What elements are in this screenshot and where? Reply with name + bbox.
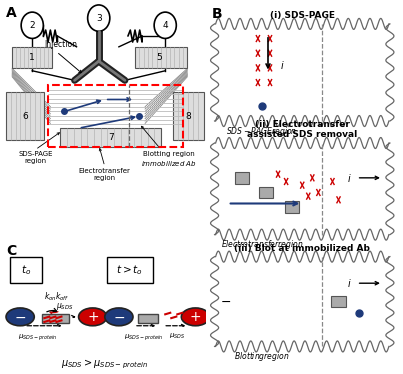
Text: $\it{Blotting region}$: $\it{Blotting region}$ <box>234 350 290 363</box>
Text: 5: 5 <box>156 53 162 62</box>
Bar <box>60 128 161 147</box>
Circle shape <box>79 308 107 326</box>
Text: $\mu_{SDS} > \mu_{SDS-protein}$: $\mu_{SDS} > \mu_{SDS-protein}$ <box>61 358 148 371</box>
Text: 3: 3 <box>96 13 102 22</box>
Text: (i) SDS-PAGE: (i) SDS-PAGE <box>270 11 335 20</box>
Bar <box>48 85 183 147</box>
Bar <box>259 187 273 198</box>
Text: $k_{on}$: $k_{on}$ <box>44 290 57 303</box>
Text: B: B <box>212 7 222 21</box>
Circle shape <box>181 308 210 326</box>
Text: 7: 7 <box>108 133 114 142</box>
Text: A: A <box>6 6 17 20</box>
Bar <box>135 47 187 68</box>
Text: $\it{Electrotransfer region}$: $\it{Electrotransfer region}$ <box>221 238 303 251</box>
Bar <box>285 201 299 213</box>
Circle shape <box>105 308 133 326</box>
Text: $-$: $-$ <box>14 310 26 324</box>
Text: $+$: $+$ <box>189 310 202 324</box>
Text: $t_o$: $t_o$ <box>21 263 31 277</box>
Bar <box>138 314 158 322</box>
Text: Blotting region
$\it{immobilized\ Ab}$: Blotting region $\it{immobilized\ Ab}$ <box>141 151 197 168</box>
Bar <box>173 92 204 140</box>
Text: 6: 6 <box>22 112 28 121</box>
Text: 2: 2 <box>29 21 35 30</box>
Bar <box>12 47 52 68</box>
Circle shape <box>154 12 177 39</box>
Text: $\mu_{SDS-protein}$: $\mu_{SDS-protein}$ <box>124 332 164 343</box>
Text: $t > t_o$: $t > t_o$ <box>116 263 143 277</box>
Text: (ii) Electrotransfer
assisted SDS removal: (ii) Electrotransfer assisted SDS remova… <box>247 120 357 140</box>
Circle shape <box>88 5 110 31</box>
Text: $i$: $i$ <box>347 277 351 289</box>
Text: $k_{off}$: $k_{off}$ <box>56 290 70 303</box>
Text: $-$: $-$ <box>113 310 125 324</box>
Text: 1: 1 <box>29 53 35 62</box>
Text: $\it{SDS-PAGE region}$: $\it{SDS-PAGE region}$ <box>226 125 297 138</box>
Text: $\mu_{SDS}$: $\mu_{SDS}$ <box>56 301 73 312</box>
Text: Injection: Injection <box>44 40 77 49</box>
Text: C: C <box>6 244 16 258</box>
Bar <box>235 172 249 184</box>
FancyBboxPatch shape <box>10 257 42 282</box>
Text: $i$: $i$ <box>280 59 285 71</box>
Text: 8: 8 <box>185 112 191 121</box>
Text: $-$: $-$ <box>220 295 231 308</box>
FancyBboxPatch shape <box>107 257 153 282</box>
Bar <box>331 296 345 307</box>
Bar <box>42 314 69 323</box>
Text: (iii) Blot at immobilized Ab: (iii) Blot at immobilized Ab <box>234 244 370 253</box>
Text: $i$: $i$ <box>347 172 351 184</box>
Circle shape <box>6 308 34 326</box>
Text: $+$: $+$ <box>87 310 99 324</box>
Text: $\mu_{SDS}$: $\mu_{SDS}$ <box>169 332 185 341</box>
Text: 4: 4 <box>162 21 168 30</box>
Bar <box>6 92 44 140</box>
Circle shape <box>21 12 44 39</box>
Text: Electrotransfer
region: Electrotransfer region <box>79 168 131 181</box>
Text: SDS-PAGE
region: SDS-PAGE region <box>18 151 52 165</box>
Text: $\mu_{SDS-protein}$: $\mu_{SDS-protein}$ <box>19 332 58 343</box>
